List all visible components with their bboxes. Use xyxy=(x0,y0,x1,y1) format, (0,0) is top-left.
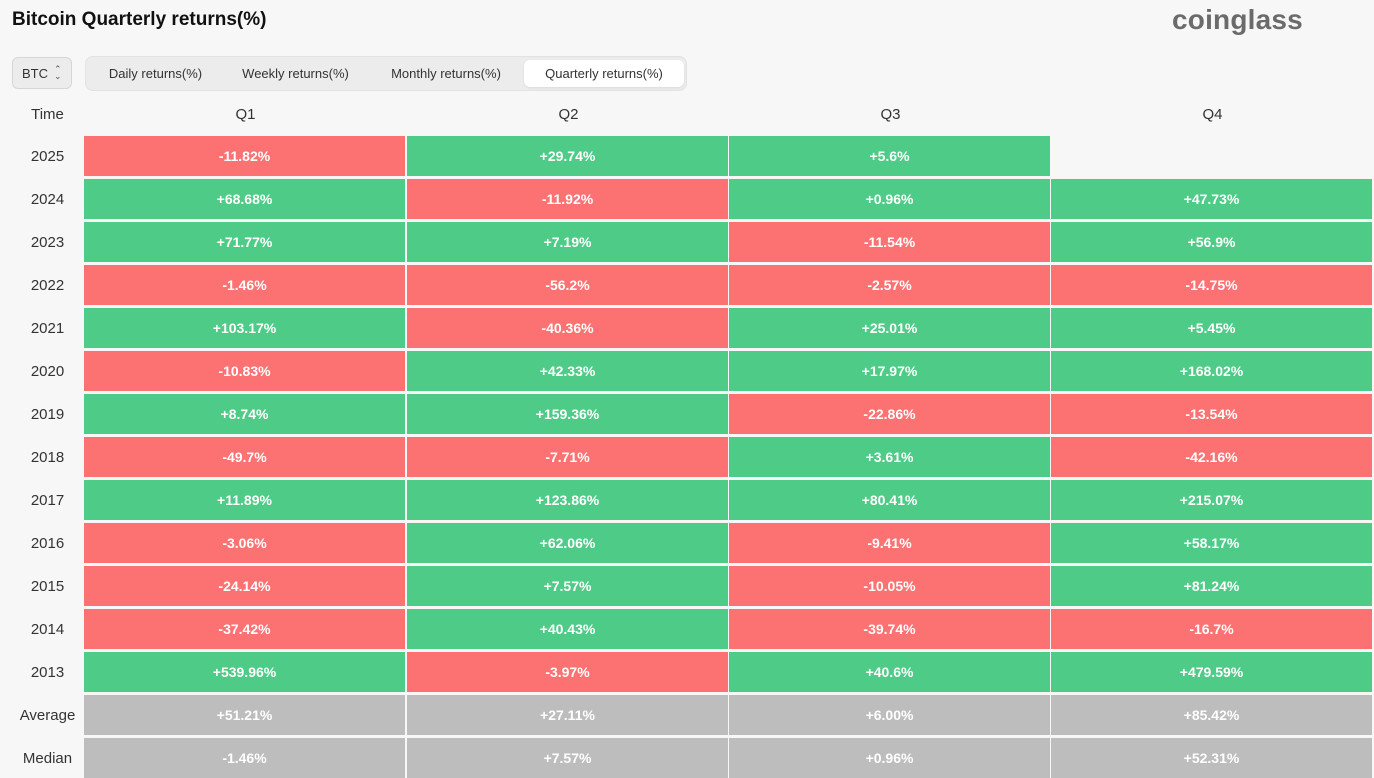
return-cell: -39.74% xyxy=(729,609,1050,649)
row-year-label: 2018 xyxy=(30,448,65,466)
return-cell: -13.54% xyxy=(1051,394,1372,434)
return-cell: +56.9% xyxy=(1051,222,1372,262)
return-cell: -1.46% xyxy=(84,265,405,305)
summary-row-label: Median xyxy=(22,749,73,767)
return-cell: +17.97% xyxy=(729,351,1050,391)
row-year-label: 2014 xyxy=(30,620,65,638)
tab-quarterly-returns[interactable]: Quarterly returns(%) xyxy=(524,60,684,87)
row-year-label: 2024 xyxy=(30,190,65,208)
return-cell: -24.14% xyxy=(84,566,405,606)
return-cell: -16.7% xyxy=(1051,609,1372,649)
return-cell: +42.33% xyxy=(407,351,728,391)
row-year-label: 2019 xyxy=(30,405,65,423)
return-cell: +80.41% xyxy=(729,480,1050,520)
time-column-header: Time xyxy=(31,105,64,123)
row-year-label: 2013 xyxy=(30,663,65,681)
column-header-q3: Q3 xyxy=(880,105,901,123)
return-cell: +40.43% xyxy=(407,609,728,649)
return-cell: -42.16% xyxy=(1051,437,1372,477)
summary-cell: +7.57% xyxy=(407,738,728,778)
column-header-q1: Q1 xyxy=(235,105,256,123)
return-cell: +215.07% xyxy=(1051,480,1372,520)
summary-cell: +6.00% xyxy=(729,695,1050,735)
summary-cell: +51.21% xyxy=(84,695,405,735)
row-year-label: 2021 xyxy=(30,319,65,337)
return-cell: +5.45% xyxy=(1051,308,1372,348)
column-header-q2: Q2 xyxy=(558,105,579,123)
return-cell: -11.92% xyxy=(407,179,728,219)
return-cell: +0.96% xyxy=(729,179,1050,219)
return-cell: +168.02% xyxy=(1051,351,1372,391)
return-cell: -37.42% xyxy=(84,609,405,649)
return-cell: -10.83% xyxy=(84,351,405,391)
return-cell: -11.82% xyxy=(84,136,405,176)
tab-monthly-returns[interactable]: Monthly returns(%) xyxy=(391,66,501,81)
return-cell: +47.73% xyxy=(1051,179,1372,219)
tab-weekly-returns[interactable]: Weekly returns(%) xyxy=(242,66,349,81)
return-cell: -56.2% xyxy=(407,265,728,305)
return-cell: -3.97% xyxy=(407,652,728,692)
summary-row-label: Average xyxy=(19,706,76,724)
row-year-label: 2020 xyxy=(30,362,65,380)
return-cell: +7.57% xyxy=(407,566,728,606)
row-year-label: 2015 xyxy=(30,577,65,595)
return-cell: -22.86% xyxy=(729,394,1050,434)
column-header-q4: Q4 xyxy=(1202,105,1223,123)
return-cell: +103.17% xyxy=(84,308,405,348)
return-cell: +25.01% xyxy=(729,308,1050,348)
summary-cell: -1.46% xyxy=(84,738,405,778)
return-cell: +479.59% xyxy=(1051,652,1372,692)
return-cell: +5.6% xyxy=(729,136,1050,176)
return-cell: +123.86% xyxy=(407,480,728,520)
row-year-label: 2016 xyxy=(30,534,65,552)
coinglass-logo: coinglass xyxy=(1172,4,1303,35)
page-title: Bitcoin Quarterly returns(%) xyxy=(12,9,267,30)
return-cell: +539.96% xyxy=(84,652,405,692)
return-cell: -9.41% xyxy=(729,523,1050,563)
summary-cell: +27.11% xyxy=(407,695,728,735)
return-cell: +29.74% xyxy=(407,136,728,176)
return-cell: +11.89% xyxy=(84,480,405,520)
row-year-label: 2025 xyxy=(30,147,65,165)
asset-select-value: BTC xyxy=(22,65,48,81)
return-cell: -11.54% xyxy=(729,222,1050,262)
return-cell: +62.06% xyxy=(407,523,728,563)
return-cell: +81.24% xyxy=(1051,566,1372,606)
return-cell: -7.71% xyxy=(407,437,728,477)
return-cell: +58.17% xyxy=(1051,523,1372,563)
tab-daily-returns[interactable]: Daily returns(%) xyxy=(108,66,203,81)
return-cell: +8.74% xyxy=(84,394,405,434)
return-cell: +3.61% xyxy=(729,437,1050,477)
return-cell: +68.68% xyxy=(84,179,405,219)
return-cell: -49.7% xyxy=(84,437,405,477)
summary-cell: +52.31% xyxy=(1051,738,1372,778)
return-cell: +7.19% xyxy=(407,222,728,262)
return-cell: -2.57% xyxy=(729,265,1050,305)
summary-cell: +0.96% xyxy=(729,738,1050,778)
row-year-label: 2023 xyxy=(30,233,65,251)
row-year-label: 2022 xyxy=(30,276,65,294)
row-year-label: 2017 xyxy=(30,491,65,509)
return-cell: -10.05% xyxy=(729,566,1050,606)
return-cell: -3.06% xyxy=(84,523,405,563)
asset-select[interactable]: BTC ⌃ ⌄ xyxy=(12,57,72,89)
summary-cell: +85.42% xyxy=(1051,695,1372,735)
return-cell: +71.77% xyxy=(84,222,405,262)
return-cell: -14.75% xyxy=(1051,265,1372,305)
returns-tab-bar: Daily returns(%) Weekly returns(%) Month… xyxy=(85,56,687,91)
chevron-up-down-icon: ⌃ ⌄ xyxy=(54,64,62,81)
return-cell: +40.6% xyxy=(729,652,1050,692)
return-cell: -40.36% xyxy=(407,308,728,348)
return-cell: +159.36% xyxy=(407,394,728,434)
